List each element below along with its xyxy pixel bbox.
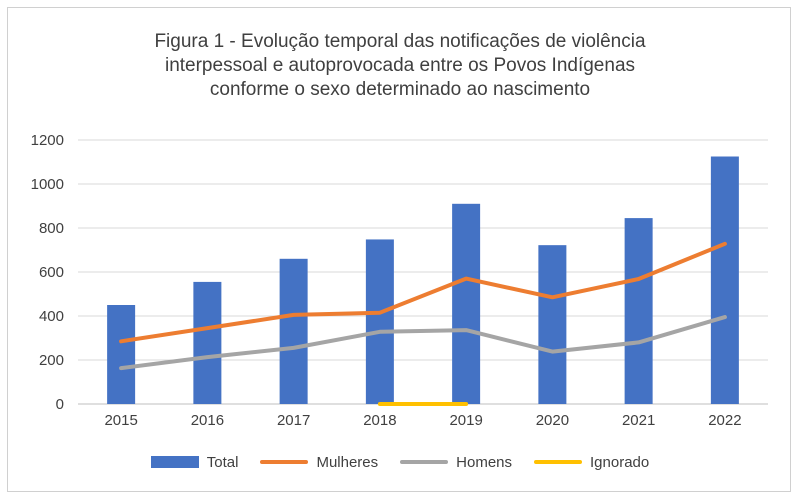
legend-swatch-total bbox=[150, 456, 199, 468]
y-tick-label-1200: 1200 bbox=[31, 132, 64, 149]
legend-label-ignorado: Ignorado bbox=[590, 453, 650, 471]
y-tick-label-400: 400 bbox=[39, 308, 64, 325]
legend-item-ignorado: Ignorado bbox=[534, 454, 649, 471]
chart-frame bbox=[7, 7, 791, 492]
legend-swatch-ignorado bbox=[534, 460, 583, 464]
bar-total-2020 bbox=[538, 245, 567, 404]
x-tick-label-2016: 2016 bbox=[191, 412, 224, 429]
x-tick-label-2022: 2022 bbox=[708, 412, 741, 429]
line-series-homens bbox=[119, 315, 727, 371]
legend-swatch-mulheres bbox=[260, 460, 309, 464]
y-tick-label-1000: 1000 bbox=[31, 176, 64, 193]
x-tick-label-2021: 2021 bbox=[622, 412, 655, 429]
chart-legend: Total Mulheres Homens Ignorado bbox=[0, 451, 800, 473]
bar-total-2017 bbox=[279, 258, 308, 404]
bar-total-2022 bbox=[710, 156, 739, 404]
x-tick-label-2015: 2015 bbox=[104, 412, 137, 429]
legend-label-total: Total bbox=[206, 453, 239, 471]
x-tick-label-2017: 2017 bbox=[277, 412, 310, 429]
chart-title-line-1: Figura 1 - Evolução temporal das notific… bbox=[154, 31, 646, 52]
legend-swatch-homens bbox=[400, 460, 449, 464]
legend-item-mulheres: Mulheres bbox=[260, 454, 378, 471]
legend-item-homens: Homens bbox=[400, 454, 512, 471]
x-tick-label-2019: 2019 bbox=[449, 412, 482, 429]
y-tick-label-200: 200 bbox=[39, 352, 64, 369]
bar-total-2018 bbox=[365, 239, 394, 404]
legend-label-mulheres: Mulheres bbox=[316, 453, 379, 471]
bar-total-2016 bbox=[193, 281, 222, 404]
bar-total-2019 bbox=[452, 203, 481, 404]
x-tick-label-2020: 2020 bbox=[536, 412, 569, 429]
line-series-mulheres bbox=[119, 241, 727, 344]
y-tick-label-800: 800 bbox=[39, 220, 64, 237]
bar-total-2021 bbox=[624, 218, 653, 404]
x-tick-label-2018: 2018 bbox=[363, 412, 396, 429]
bar-total-2015 bbox=[107, 305, 136, 404]
legend-item-total: Total bbox=[150, 453, 239, 471]
y-tick-label-0: 0 bbox=[56, 396, 64, 413]
chart-title-line-3: conforme o sexo determinado ao nasciment… bbox=[209, 79, 591, 100]
legend-label-homens: Homens bbox=[456, 453, 513, 471]
y-tick-label-600: 600 bbox=[39, 264, 64, 281]
chart-title-line-2: interpessoal e autoprovocada entre os Po… bbox=[164, 55, 636, 76]
chart-title: Figura 1 - Evolução temporal das notific… bbox=[0, 30, 800, 102]
